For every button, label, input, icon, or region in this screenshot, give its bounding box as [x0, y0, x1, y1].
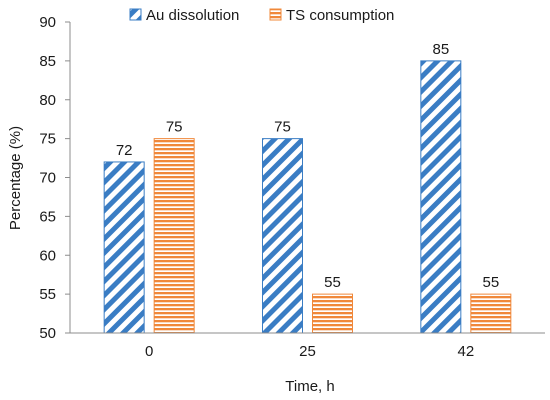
bar [312, 293, 353, 334]
x-axis-title: Time, h [285, 378, 334, 395]
y-tick-label: 70 [39, 170, 56, 187]
y-tick-label: 65 [39, 208, 56, 225]
x-tick-label: 42 [457, 343, 474, 360]
legend-swatch [269, 8, 282, 21]
x-tick-label: 0 [145, 343, 153, 360]
bar [262, 138, 303, 334]
legend: Au dissolution TS consumption [129, 7, 394, 24]
bar-value-label: 72 [116, 142, 133, 159]
y-tick-label: 60 [39, 247, 56, 264]
y-tick-label: 50 [39, 325, 56, 342]
x-tick-label: 25 [299, 343, 316, 360]
legend-label: TS consumption [286, 7, 394, 24]
bar-value-label: 55 [324, 274, 341, 291]
bar-value-label: 55 [482, 274, 499, 291]
x-axis: 0 25 42 [70, 332, 545, 360]
y-tick-label: 80 [39, 92, 56, 109]
y-tick-label: 90 [39, 14, 56, 31]
bar [153, 138, 195, 334]
legend-swatch [129, 8, 142, 21]
y-axis: 50 55 60 65 70 75 80 85 90 [39, 14, 71, 342]
y-axis-title: Percentage (%) [7, 126, 24, 230]
bar [420, 60, 462, 334]
bars-group: 72 75 75 55 85 55 [103, 41, 512, 334]
y-tick-label: 75 [39, 131, 56, 148]
y-tick-label: 55 [39, 286, 56, 303]
bar-value-label: 75 [274, 119, 291, 136]
bar-value-label: 75 [166, 119, 183, 136]
y-tick-label: 85 [39, 53, 56, 70]
bar-value-label: 85 [432, 41, 449, 58]
bar [470, 293, 512, 334]
bar [103, 161, 145, 334]
legend-label: Au dissolution [146, 7, 239, 24]
